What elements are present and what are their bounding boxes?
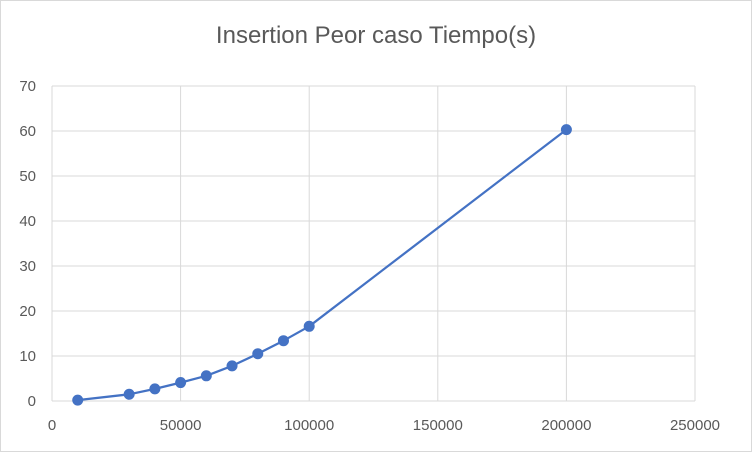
y-tick-label: 60 <box>19 123 36 140</box>
x-tick-label: 50000 <box>160 417 202 434</box>
data-point <box>123 388 135 400</box>
y-tick-label: 40 <box>19 213 36 230</box>
data-point <box>560 124 572 136</box>
x-tick-label: 200000 <box>541 417 591 434</box>
x-tick-label: 0 <box>48 417 56 434</box>
y-tick-label: 70 <box>19 78 36 95</box>
y-tick-label: 0 <box>28 393 36 410</box>
data-point <box>277 335 289 347</box>
data-point <box>149 383 161 395</box>
chart-title: Insertion Peor caso Tiempo(s) <box>215 22 537 49</box>
data-point <box>200 370 212 382</box>
data-point <box>175 377 187 389</box>
y-tick-label: 50 <box>19 168 36 185</box>
y-tick-label: 20 <box>19 303 36 320</box>
data-point <box>303 320 315 332</box>
data-point <box>252 348 264 360</box>
y-tick-label: 10 <box>19 348 36 365</box>
y-tick-label: 30 <box>19 258 36 275</box>
x-tick-label: 250000 <box>670 417 720 434</box>
x-tick-label: 150000 <box>413 417 463 434</box>
data-point <box>226 360 238 372</box>
series-line <box>77 128 568 402</box>
data-point <box>72 394 84 406</box>
x-tick-label: 100000 <box>284 417 334 434</box>
